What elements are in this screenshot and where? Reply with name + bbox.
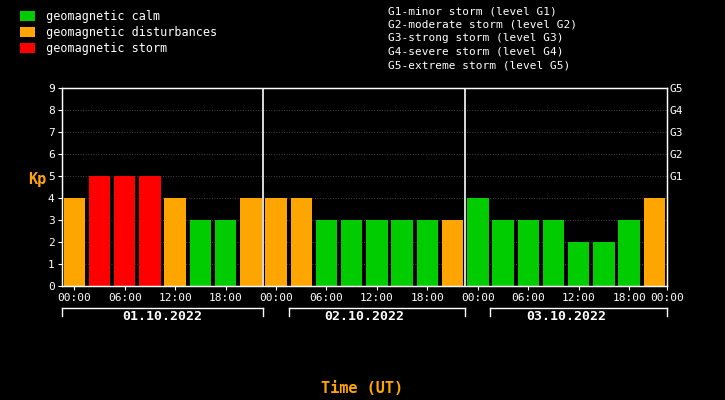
- Bar: [518, 220, 539, 286]
- Bar: [467, 198, 489, 286]
- Text: 02.10.2022: 02.10.2022: [324, 310, 405, 323]
- Bar: [593, 242, 615, 286]
- Bar: [265, 198, 287, 286]
- Bar: [114, 176, 136, 286]
- Text: 01.10.2022: 01.10.2022: [123, 310, 202, 323]
- Bar: [64, 198, 85, 286]
- Bar: [417, 220, 438, 286]
- Bar: [341, 220, 362, 286]
- Bar: [190, 220, 211, 286]
- Text: Time (UT): Time (UT): [321, 381, 404, 396]
- Bar: [88, 176, 110, 286]
- Legend:  geomagnetic calm,  geomagnetic disturbances,  geomagnetic storm: geomagnetic calm, geomagnetic disturbanc…: [20, 10, 217, 55]
- Bar: [366, 220, 388, 286]
- Bar: [291, 198, 312, 286]
- Bar: [618, 220, 640, 286]
- Bar: [543, 220, 564, 286]
- Text: 03.10.2022: 03.10.2022: [526, 310, 606, 323]
- Bar: [442, 220, 463, 286]
- Bar: [492, 220, 514, 286]
- Bar: [392, 220, 413, 286]
- Bar: [165, 198, 186, 286]
- Y-axis label: Kp: Kp: [28, 172, 46, 187]
- Bar: [568, 242, 589, 286]
- Bar: [644, 198, 665, 286]
- Bar: [215, 220, 236, 286]
- Bar: [316, 220, 337, 286]
- Text: G1-minor storm (level G1)
G2-moderate storm (level G2)
G3-strong storm (level G3: G1-minor storm (level G1) G2-moderate st…: [388, 6, 577, 70]
- Bar: [240, 198, 262, 286]
- Bar: [139, 176, 161, 286]
